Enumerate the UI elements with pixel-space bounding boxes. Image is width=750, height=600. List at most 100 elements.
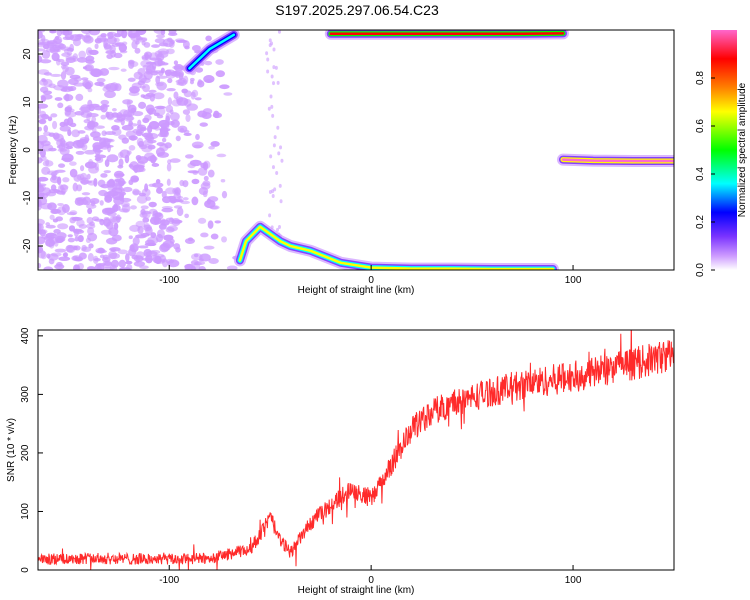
spectrogram-noise-blob — [137, 161, 145, 168]
spectrogram-noise-blob — [176, 97, 189, 106]
spectrogram-noise-blob — [173, 205, 183, 209]
spectrogram-noise-blob — [100, 114, 107, 120]
spectrogram-noise-blob — [143, 139, 154, 145]
spectrogram-noise-blob — [140, 208, 146, 216]
spectrogram-noise-blob — [194, 97, 202, 101]
spectrogram-noise-blob — [119, 267, 132, 270]
spectrogram-noise-blob — [221, 190, 228, 199]
chart-title: S197.2025.297.06.54.C23 — [275, 2, 439, 18]
spectrogram-noise-blob — [57, 58, 65, 63]
spectrogram-noise-blob — [85, 33, 91, 39]
spectrogram-noise-blob — [184, 154, 194, 159]
spectrogram-noise-blob — [135, 130, 143, 137]
spectrogram-noise-blob — [157, 229, 165, 239]
spectrogram-noise-blob — [76, 184, 83, 192]
spectrogram-noise-blob — [49, 214, 55, 220]
spectrogram-noise-blob — [86, 112, 99, 118]
spectrogram-noise-blob — [139, 265, 149, 270]
spectrogram-noise-blob — [161, 258, 169, 268]
spectrogram-noise-blob — [113, 33, 122, 38]
spectrogram-noise-blob — [147, 124, 153, 134]
spectrogram-noise-blob — [175, 39, 188, 43]
spectrogram-noise-blob — [118, 259, 126, 268]
spectrogram-noise-blob — [112, 216, 122, 220]
spectrogram-noise-blob — [106, 190, 119, 197]
spectrogram-noise-blob — [38, 55, 43, 63]
spectrogram-noise-blob — [150, 154, 157, 164]
spectrogram-noise-blob — [104, 90, 116, 99]
spectrogram-noise-blob — [136, 256, 144, 262]
spectrogram-noise-blob — [132, 110, 144, 117]
spectrogram-noise-blob — [86, 266, 96, 270]
spectrogram-noise-blob — [176, 82, 185, 86]
spectrogram-noise-blob — [271, 193, 275, 198]
spectrogram-noise-blob — [69, 210, 78, 216]
spectrogram-noise-blob — [207, 196, 219, 202]
spectrogram-noise-blob — [219, 84, 230, 90]
spectrogram-noise-blob — [57, 223, 69, 230]
spectrogram-noise-blob — [200, 232, 209, 238]
spectrogram-noise-blob — [153, 70, 164, 74]
spectrogram-noise-blob — [93, 218, 105, 222]
spectrogram-noise-blob — [114, 178, 121, 183]
spectrogram-noise-blob — [277, 151, 281, 156]
spectrogram-noise-blob — [142, 217, 150, 223]
spectrogram-noise-blob — [153, 216, 160, 225]
spectrogram-noise-blob — [207, 169, 215, 178]
spectrogram-noise-blob — [62, 30, 70, 36]
spectrogram-noise-blob — [165, 112, 171, 122]
spectrogram-noise-blob — [85, 59, 95, 64]
spectrogram-noise-blob — [182, 197, 189, 201]
spectrogram-noise-blob — [81, 77, 89, 81]
spectrogram-noise-blob — [182, 109, 191, 115]
spectrogram-noise-blob — [63, 122, 69, 126]
spectrogram-noise-blob — [94, 125, 105, 129]
spectrogram-noise-blob — [41, 78, 46, 82]
spectrogram-noise-blob — [76, 199, 89, 205]
spectrogram-noise-blob — [226, 265, 238, 270]
spectrogram-noise-blob — [58, 256, 71, 262]
spectrogram-noise-blob — [183, 90, 192, 98]
spectrogram-noise-blob — [128, 144, 136, 151]
spectrogram-noise-blob — [167, 77, 173, 84]
spectrogram-noise-blob — [127, 110, 133, 117]
spectrogram-noise-blob — [156, 142, 166, 147]
spectrogram-noise-blob — [133, 261, 146, 267]
spectrogram-noise-blob — [42, 90, 53, 95]
spectrogram-noise-blob — [159, 127, 171, 132]
spectrogram-noise-blob — [142, 117, 150, 124]
spectrogram-noise-blob — [157, 151, 169, 158]
spectrogram-noise-blob — [112, 203, 119, 213]
spectrogram-noise-blob — [276, 227, 280, 232]
spectrogram-noise-blob — [99, 137, 107, 145]
spectrogram-noise-blob — [54, 97, 63, 101]
spectrogram-noise-blob — [201, 111, 212, 119]
spectrogram-noise-blob — [193, 144, 203, 149]
spectrogram-noise-blob — [46, 170, 59, 176]
spectrogram-noise-blob — [158, 223, 167, 230]
spectrogram-noise-blob — [39, 59, 52, 64]
spectrogram-noise-blob — [56, 262, 63, 267]
snr-y-tick-label: 400 — [20, 327, 31, 344]
spectrogram-noise-blob — [176, 207, 184, 217]
spectrogram-noise-blob — [280, 158, 284, 163]
spectrogram-noise-blob — [191, 196, 199, 206]
spectrogram-noise-blob — [156, 75, 168, 79]
spectrogram-noise-blob — [96, 34, 107, 43]
spectrogram-noise-blob — [138, 245, 149, 249]
spectrogram-y-tick-label: -20 — [22, 238, 33, 253]
spectrogram-noise-blob — [145, 226, 153, 236]
spectrogram-noise-blob — [99, 68, 110, 76]
spectrogram-noise-blob — [268, 213, 272, 218]
spectrogram-noise-blob — [128, 248, 137, 257]
colorbar-tick-label: 0.0 — [695, 263, 706, 277]
spectrogram-x-ticks: -100 0 100 — [159, 265, 582, 286]
spectrogram-y-label: Frequency (Hz) — [8, 116, 19, 185]
spectrogram-noise-blob — [68, 225, 76, 232]
spectrogram-noise-blob — [45, 191, 57, 197]
spectrogram-noise-blob — [149, 63, 154, 72]
spectrogram-noise-blob — [142, 83, 150, 93]
snr-panel: -100 0 100 0 100 200 300 400 Height of straigh… — [6, 327, 675, 596]
spectrogram-noise-blob — [49, 45, 61, 52]
